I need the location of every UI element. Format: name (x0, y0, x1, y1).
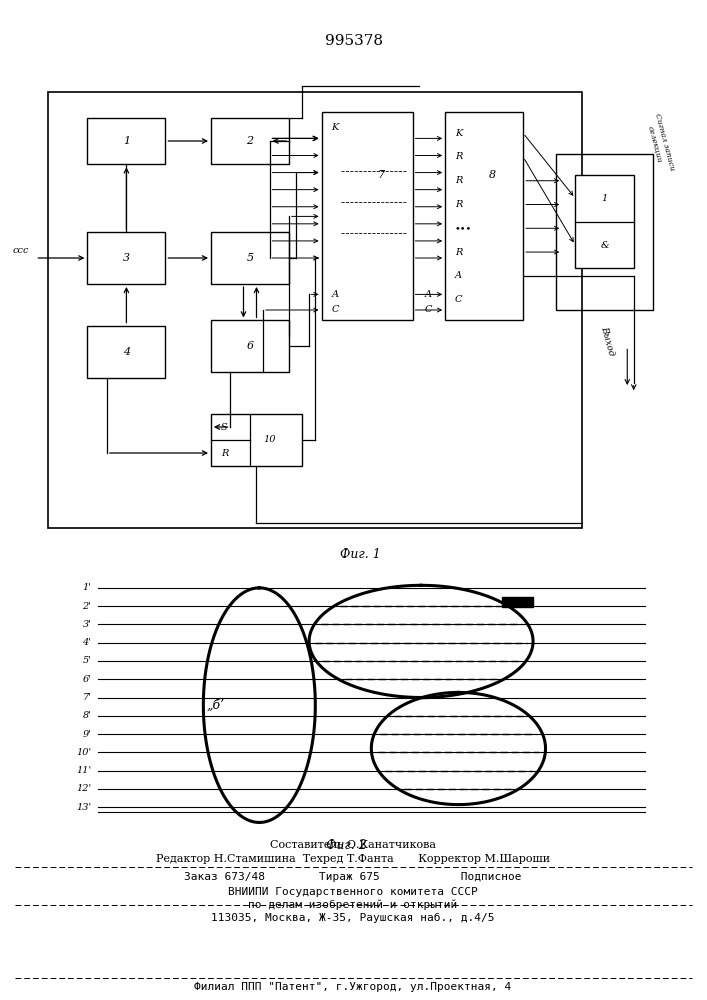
Text: 4': 4' (83, 638, 91, 647)
Text: Составитель О.Канатчикова: Составитель О.Канатчикова (270, 840, 436, 850)
Text: 13': 13' (76, 803, 91, 812)
Text: Редактор Н.Стамишина  Техред Т.Фанта       Корректор М.Шароши: Редактор Н.Стамишина Техред Т.Фанта Корр… (156, 854, 550, 864)
Text: A: A (455, 271, 462, 280)
Text: C: C (332, 306, 339, 314)
Text: K: K (332, 123, 339, 132)
Text: R: R (221, 448, 228, 458)
Text: 9': 9' (83, 730, 91, 739)
Text: 113035, Москва, Ж-35, Раушская наб., д.4/5: 113035, Москва, Ж-35, Раушская наб., д.4… (211, 913, 495, 923)
Text: 8': 8' (83, 711, 91, 720)
Text: 1': 1' (83, 583, 91, 592)
Text: Фиг. 2: Фиг. 2 (326, 839, 367, 852)
Text: K: K (455, 129, 462, 138)
Text: Фиг. 1: Фиг. 1 (340, 548, 381, 561)
Text: Выход: Выход (600, 325, 616, 357)
Text: •••: ••• (455, 224, 472, 233)
Text: &: & (600, 240, 609, 249)
Text: 8: 8 (489, 170, 496, 180)
Bar (88, 326, 165, 378)
Text: 2: 2 (247, 136, 254, 146)
Text: 10: 10 (263, 436, 276, 444)
Text: R: R (455, 248, 462, 257)
Text: 1: 1 (123, 136, 130, 146)
Text: „б’: „б’ (206, 699, 225, 712)
Bar (88, 118, 165, 164)
Bar (48, 92, 582, 528)
Text: 5': 5' (83, 656, 91, 665)
Bar (445, 112, 523, 320)
Text: C: C (455, 295, 462, 304)
Text: 7: 7 (377, 170, 385, 180)
Text: 6': 6' (83, 675, 91, 684)
Text: 1: 1 (602, 194, 607, 203)
Text: 7': 7' (83, 693, 91, 702)
Bar (502, 597, 533, 607)
Text: 6: 6 (247, 341, 254, 351)
Text: по делам изобретений и открытий: по делам изобретений и открытий (248, 900, 457, 910)
Text: Филиал ППП "Патент", г.Ужгород, ул.Проектная, 4: Филиал ППП "Патент", г.Ужгород, ул.Проек… (194, 982, 512, 992)
Text: ВНИИПИ Государственного комитета СССР: ВНИИПИ Государственного комитета СССР (228, 887, 478, 897)
Bar (575, 175, 633, 268)
Text: 3': 3' (83, 620, 91, 629)
Text: 3: 3 (123, 253, 130, 263)
Bar (322, 112, 413, 320)
Text: 4: 4 (123, 347, 130, 357)
Text: R: R (455, 176, 462, 185)
Text: Заказ 673/48        Тираж 675            Подписное: Заказ 673/48 Тираж 675 Подписное (185, 872, 522, 882)
Text: R: R (455, 200, 462, 209)
Bar (211, 118, 289, 164)
Text: 995378: 995378 (325, 34, 382, 48)
Text: ccc: ccc (12, 246, 29, 255)
Bar (556, 154, 653, 310)
Text: Сигнал записи
селекции: Сигнал записи селекции (644, 113, 676, 174)
Bar (211, 232, 289, 284)
Text: S: S (221, 422, 228, 432)
Text: 11': 11' (76, 766, 91, 775)
Text: 5: 5 (247, 253, 254, 263)
Text: 10': 10' (76, 748, 91, 757)
Text: R: R (455, 152, 462, 161)
Bar (88, 232, 165, 284)
Text: 2': 2' (83, 602, 91, 611)
Text: 12': 12' (76, 784, 91, 793)
Text: C: C (425, 306, 432, 314)
Text: A: A (425, 290, 432, 299)
Bar (211, 414, 302, 466)
Bar (211, 320, 289, 372)
Text: A: A (332, 290, 339, 299)
